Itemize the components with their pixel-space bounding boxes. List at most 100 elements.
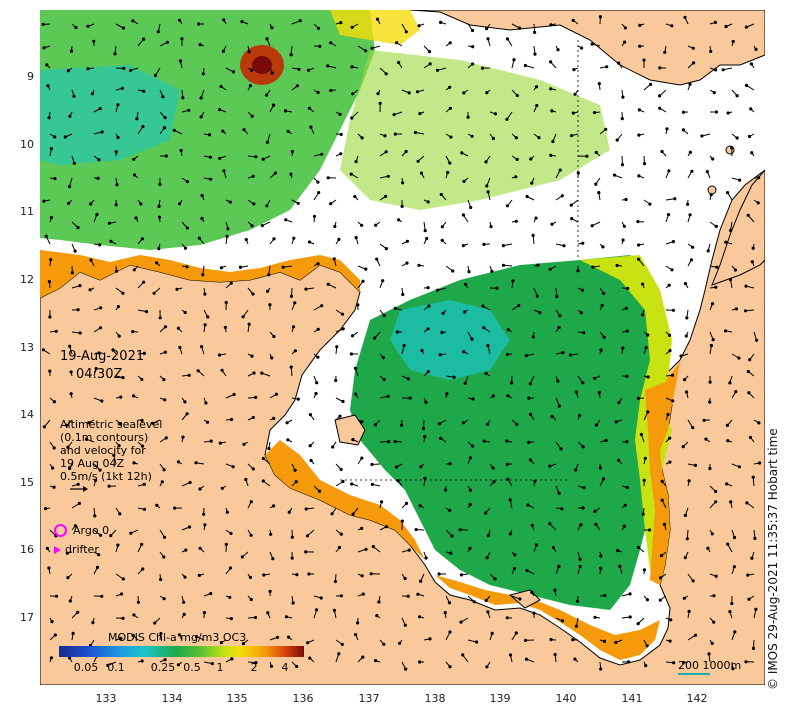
velocity-arrow-head — [468, 546, 472, 550]
velocity-arrow-head — [401, 292, 405, 297]
velocity-arrow-head — [232, 392, 236, 397]
velocity-arrow-head — [427, 304, 431, 308]
velocity-arrow-head — [620, 117, 624, 121]
velocity-arrow-head — [120, 86, 125, 90]
velocity-arrow-head — [660, 149, 664, 154]
velocity-arrow-head — [708, 466, 712, 471]
velocity-arrow-head — [400, 204, 404, 208]
velocity-arrow-head — [593, 615, 597, 619]
velocity-arrow-head — [203, 292, 207, 296]
velocity-arrow-head — [370, 462, 374, 467]
velocity-arrow-head — [221, 49, 225, 53]
velocity-arrow-head — [349, 352, 353, 356]
velocity-arrow-head — [726, 439, 730, 443]
chl-coast-east — [645, 362, 680, 585]
velocity-arrow-head — [339, 532, 343, 536]
velocity-arrow-head — [97, 158, 101, 162]
velocity-arrow-head — [231, 70, 235, 74]
velocity-arrow-head — [514, 175, 518, 179]
velocity-arrow-head — [386, 174, 390, 178]
velocity-arrow-head — [495, 286, 499, 290]
velocity-arrow-head — [305, 534, 310, 538]
velocity-arrow-head — [683, 378, 687, 382]
velocity-arrow-head — [448, 106, 452, 110]
velocity-arrow-head — [744, 660, 748, 664]
drifter-arrow-icon — [54, 545, 61, 554]
velocity-arrow-head — [402, 344, 406, 348]
velocity-arrow-head — [287, 635, 291, 639]
velocity-arrow-head — [592, 111, 597, 115]
velocity-arrow-head — [297, 67, 301, 71]
velocity-arrow-head — [491, 394, 495, 398]
velocity-arrow-head — [287, 510, 291, 514]
colorbar-tick: 1 — [216, 661, 224, 674]
colorbar-tick: 0.5 — [183, 661, 201, 674]
velocity-arrow-head — [645, 598, 650, 602]
velocity-arrow-head — [446, 170, 450, 175]
velocity-arrow-head — [493, 112, 498, 116]
velocity-arrow-head — [290, 556, 294, 560]
velocity-arrow-head — [599, 566, 603, 571]
velocity-arrow-head — [530, 590, 534, 595]
velocity-arrow-head — [448, 665, 452, 669]
velocity-arrow-head — [625, 485, 629, 490]
velocity-arrow-head — [683, 282, 688, 286]
velocity-arrow-head — [725, 423, 730, 427]
velocity-arrow-head — [76, 610, 80, 615]
velocity-arrow-head — [471, 444, 475, 448]
velocity-arrow-head — [182, 600, 186, 604]
velocity-arrow-head — [226, 227, 230, 231]
velocity-arrow-head — [139, 202, 143, 206]
velocity-arrow-head — [702, 418, 706, 422]
velocity-arrow-head — [335, 345, 339, 349]
velocity-arrow-head — [66, 576, 70, 580]
legend-line: 0.5m/s (1kt 12h) — [60, 470, 152, 483]
velocity-arrow-head — [414, 528, 418, 532]
velocity-arrow-head — [179, 148, 183, 153]
velocity-arrow-head — [49, 216, 53, 220]
velocity-arrow-head — [298, 19, 302, 23]
velocity-arrow-head — [556, 379, 560, 383]
velocity-arrow-head — [560, 619, 565, 623]
velocity-arrow-head — [575, 599, 580, 603]
velocity-arrow-head — [374, 223, 378, 227]
velocity-arrow-head — [573, 657, 577, 661]
velocity-arrow-head — [155, 503, 159, 507]
velocity-arrow-head — [550, 414, 554, 419]
velocity-arrow-head — [265, 140, 269, 144]
velocity-arrow-head — [636, 545, 641, 550]
velocity-arrow-head — [281, 265, 285, 269]
velocity-arrow-head — [755, 338, 759, 342]
velocity-arrow-head — [317, 191, 321, 195]
velocity-arrow-head — [553, 588, 557, 592]
velocity-arrow-head — [308, 656, 312, 660]
velocity-arrow-head — [177, 633, 181, 637]
velocity-arrow-head — [244, 477, 248, 482]
velocity-arrow-head — [45, 546, 50, 551]
velocity-arrow-head — [593, 376, 597, 380]
velocity-arrow-head — [705, 170, 709, 174]
velocity-arrow-head — [339, 467, 343, 472]
velocity-arrow-head — [68, 656, 72, 660]
velocity-arrow-head — [242, 442, 246, 446]
velocity-arrow-head — [472, 600, 476, 604]
velocity-arrow-head — [251, 415, 255, 420]
velocity-arrow-head — [710, 641, 714, 646]
velocity-arrow-head — [501, 263, 506, 267]
velocity-arrow-head — [360, 526, 364, 531]
velocity-arrow-head — [528, 382, 532, 386]
velocity-arrow-head — [293, 349, 297, 353]
velocity-arrow-head — [714, 110, 719, 114]
velocity-arrow-head — [623, 503, 627, 507]
velocity-arrow-head — [45, 63, 49, 67]
velocity-arrow-head — [513, 553, 517, 557]
velocity-arrow-head — [118, 512, 122, 516]
velocity-arrow-head — [735, 136, 739, 140]
velocity-arrow-head — [253, 615, 258, 620]
colorbar-tick: 0.1 — [107, 661, 125, 674]
velocity-arrow-head — [709, 49, 713, 54]
velocity-arrow-head — [91, 621, 95, 625]
velocity-arrow-head — [448, 508, 452, 512]
velocity-arrow-head — [49, 147, 53, 151]
velocity-arrow-head — [131, 19, 135, 23]
